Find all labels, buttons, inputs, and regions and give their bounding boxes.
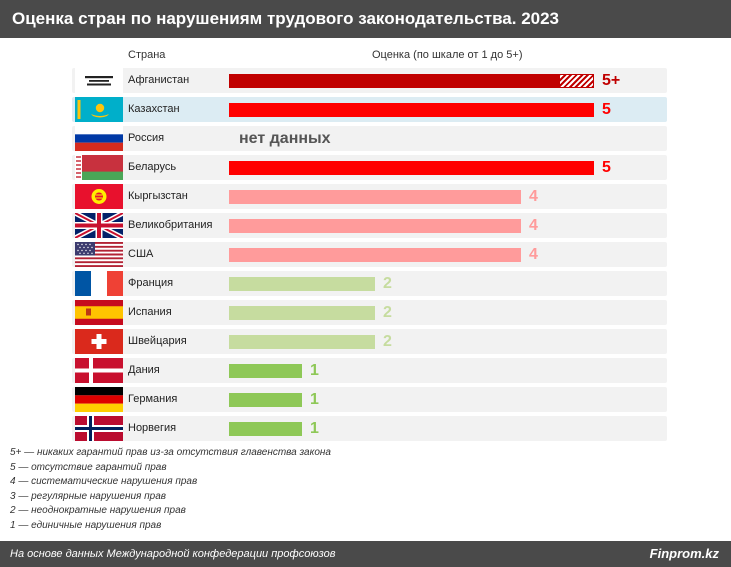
kazakhstan-flag-icon — [75, 97, 123, 122]
value-label: 2 — [383, 304, 392, 321]
legend-item-1: 1 — единичные нарушения прав — [10, 519, 162, 531]
country-name: Германия — [128, 393, 178, 405]
value-label: 5+ — [602, 72, 621, 89]
row-norway — [72, 416, 667, 441]
value-label: 2 — [383, 333, 392, 350]
column-header-country: Страна — [128, 49, 166, 61]
row-russia — [72, 126, 667, 151]
value-label: 4 — [529, 188, 538, 205]
usa-flag-icon — [75, 242, 123, 267]
kyrgyzstan-flag-icon — [75, 184, 123, 209]
value-label: 5 — [602, 159, 611, 176]
value-label: 4 — [529, 217, 538, 234]
afghanistan-flag-icon — [75, 68, 123, 93]
source-note: На основе данных Международной конфедера… — [10, 548, 336, 560]
switzerland-flag-icon — [75, 329, 123, 354]
legend-item-3: 3 — регулярные нарушения прав — [10, 490, 166, 502]
bar-denmark — [229, 363, 302, 378]
legend-item-5: 5 — отсутствие гарантий прав — [10, 461, 167, 473]
row-denmark — [72, 358, 667, 383]
legend: 5+ — никаких гарантий прав из-за отсутст… — [10, 446, 331, 534]
title-bar: Оценка стран по нарушениям трудового зак… — [0, 0, 731, 38]
value-label: 4 — [529, 246, 538, 263]
country-name: Кыргызстан — [128, 190, 188, 202]
bar-belarus — [229, 160, 594, 175]
country-name: Казахстан — [128, 103, 180, 115]
value-label: 1 — [310, 420, 319, 437]
country-name: Франция — [128, 277, 174, 289]
bar-spain — [229, 305, 375, 320]
bar-kyrgyzstan — [229, 189, 521, 204]
row-germany — [72, 387, 667, 412]
brand-logo-text: Finprom.kz — [649, 546, 719, 561]
uk-flag-icon — [75, 213, 123, 238]
country-name: Великобритания — [128, 219, 213, 231]
legend-item-4: 4 — систематические нарушения прав — [10, 476, 198, 488]
country-name: Афганистан — [128, 74, 190, 86]
belarus-flag-icon — [75, 155, 123, 180]
bar-france — [229, 276, 375, 291]
france-flag-icon — [75, 271, 123, 296]
country-name: Норвегия — [128, 422, 177, 434]
country-name: Россия — [128, 132, 165, 144]
country-name: США — [128, 248, 154, 260]
bar-uk — [229, 218, 521, 233]
norway-flag-icon — [75, 416, 123, 441]
bar-germany — [229, 392, 302, 407]
russia-flag-icon — [75, 126, 123, 151]
column-header-score: Оценка (по шкале от 1 до 5+) — [372, 49, 523, 61]
spain-flag-icon — [75, 300, 123, 325]
value-label: 2 — [383, 275, 392, 292]
value-label: 5 — [602, 101, 611, 118]
bar-usa — [229, 247, 521, 262]
chart-title: Оценка стран по нарушениям трудового зак… — [12, 9, 560, 28]
bar-afghanistan — [229, 73, 594, 88]
bar-norway — [229, 421, 302, 436]
value-label: 1 — [310, 391, 319, 408]
legend-item-2: 2 — неоднократные нарушения прав — [10, 505, 186, 517]
bar-switzerland — [229, 334, 375, 349]
denmark-flag-icon — [75, 358, 123, 383]
chart-rows: Афганистан 5+ Казахстан 5 Россия нет данных Бе… — [72, 68, 667, 441]
bar-kazakhstan — [229, 102, 594, 117]
country-name: Испания — [128, 306, 172, 318]
country-name: Дания — [128, 364, 160, 376]
germany-flag-icon — [75, 387, 123, 412]
no-data-label: нет данных — [239, 130, 331, 147]
legend-item-5plus: 5+ — никаких гарантий прав из-за отсутст… — [10, 447, 331, 458]
country-name: Беларусь — [128, 161, 177, 173]
footer-bar: На основе данных Международной конфедера… — [0, 541, 731, 567]
value-label: 1 — [310, 362, 319, 379]
country-name: Швейцария — [128, 335, 187, 347]
